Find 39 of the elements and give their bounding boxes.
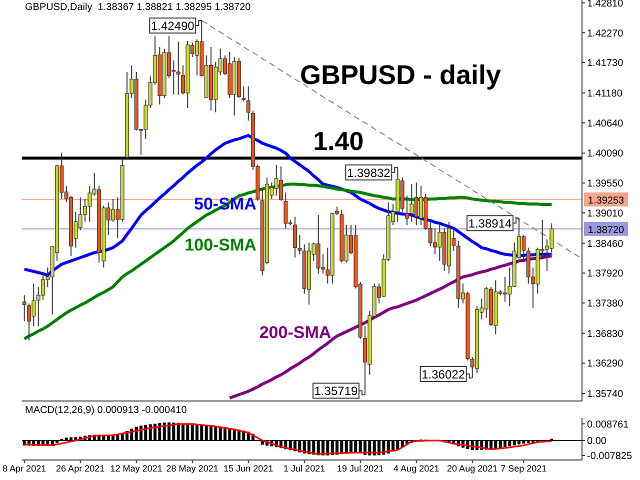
ref-line-label: 1.40 (313, 126, 364, 156)
x-tick-label: 8 Apr 2021 (2, 463, 46, 474)
y-tick-label: 1.37920 (587, 268, 624, 280)
ref-line-label: 1.38720 (588, 224, 625, 236)
y-tick-label: 1.41180 (587, 88, 623, 100)
y-tick-label: 1.41730 (587, 58, 624, 70)
x-tick-label: 1 Jul 2021 (284, 463, 326, 474)
x-tick-label: 12 May 2021 (110, 463, 162, 474)
x-tick-label: 20 Aug 2021 (447, 463, 498, 474)
series-label: 200-SMA (259, 323, 332, 342)
y-tick-label: 1.38460 (587, 238, 624, 250)
text: GBPUSD - daily (300, 60, 502, 91)
y-tick-label: 1.36830 (587, 328, 624, 340)
annotation: 1.39832 (346, 166, 391, 180)
annotation: GBPUSD,Daily 1.38367 1.38821 1.38295 1.38720 (25, 2, 251, 13)
x-tick-label: 19 Jul 2021 (337, 463, 384, 474)
y-tick-label: 0.008761 (587, 419, 630, 430)
annotation: 1.35719 (314, 384, 358, 398)
x-tick-label: 15 Jun 2021 (224, 463, 274, 474)
annotation: 1.42490 (150, 19, 195, 34)
annotation: 1.38914 (468, 216, 512, 231)
ref-line-label: 1.39253 (588, 195, 625, 206)
y-tick-label: 1.42270 (587, 28, 624, 40)
y-tick-label: 0.00 (587, 436, 607, 448)
y-tick-label: -0.007825 (587, 451, 632, 462)
series-label: 100-SMA (184, 235, 256, 254)
y-tick-label: 1.36290 (587, 358, 624, 370)
annotation: 1.36022 (422, 367, 466, 382)
x-tick-label: 28 May 2021 (166, 463, 218, 474)
y-tick-label: 1.39550 (587, 178, 624, 190)
y-tick-label: 1.40090 (587, 148, 624, 160)
x-tick-label: 7 Sep 2021 (500, 463, 547, 474)
chart-title: MACD(12,26,9) 0.000913 -0.000410 (25, 405, 187, 416)
y-tick-label: 1.39010 (587, 208, 624, 220)
x-tick-label: 26 Apr 2021 (56, 463, 105, 474)
y-tick-label: 1.37380 (587, 298, 624, 310)
y-tick-label: 1.35740 (587, 389, 624, 400)
x-tick-label: 4 Aug 2021 (394, 463, 440, 474)
y-tick-label: 1.40640 (587, 118, 624, 130)
